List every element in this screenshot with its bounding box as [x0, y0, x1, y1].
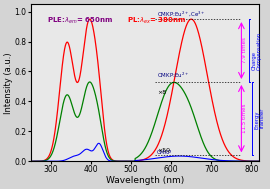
Text: Energy
Transfer: Energy Transfer	[255, 108, 265, 129]
Text: PLE:$\lambda_{em}$= 650nm: PLE:$\lambda_{em}$= 650nm	[47, 16, 113, 26]
X-axis label: Wavelength (nm): Wavelength (nm)	[106, 176, 184, 185]
Text: ×50: ×50	[157, 148, 170, 153]
Text: CMKP:Eu$^{2+}$,Ce$^{3+}$: CMKP:Eu$^{2+}$,Ce$^{3+}$	[157, 9, 206, 18]
Text: CMKP:Eu$^{2+}$: CMKP:Eu$^{2+}$	[157, 71, 190, 81]
Text: 11.5 times: 11.5 times	[242, 104, 247, 133]
Text: Charge
Compensation: Charge Compensation	[251, 32, 262, 70]
Text: PL:$\lambda_{ex}$= 380nm: PL:$\lambda_{ex}$= 380nm	[127, 16, 187, 26]
Text: 7.9 times: 7.9 times	[242, 38, 247, 64]
Y-axis label: Intensity (a.u.): Intensity (a.u.)	[4, 52, 13, 114]
Text: CMKP: CMKP	[157, 149, 172, 155]
Text: ×8: ×8	[157, 90, 166, 95]
